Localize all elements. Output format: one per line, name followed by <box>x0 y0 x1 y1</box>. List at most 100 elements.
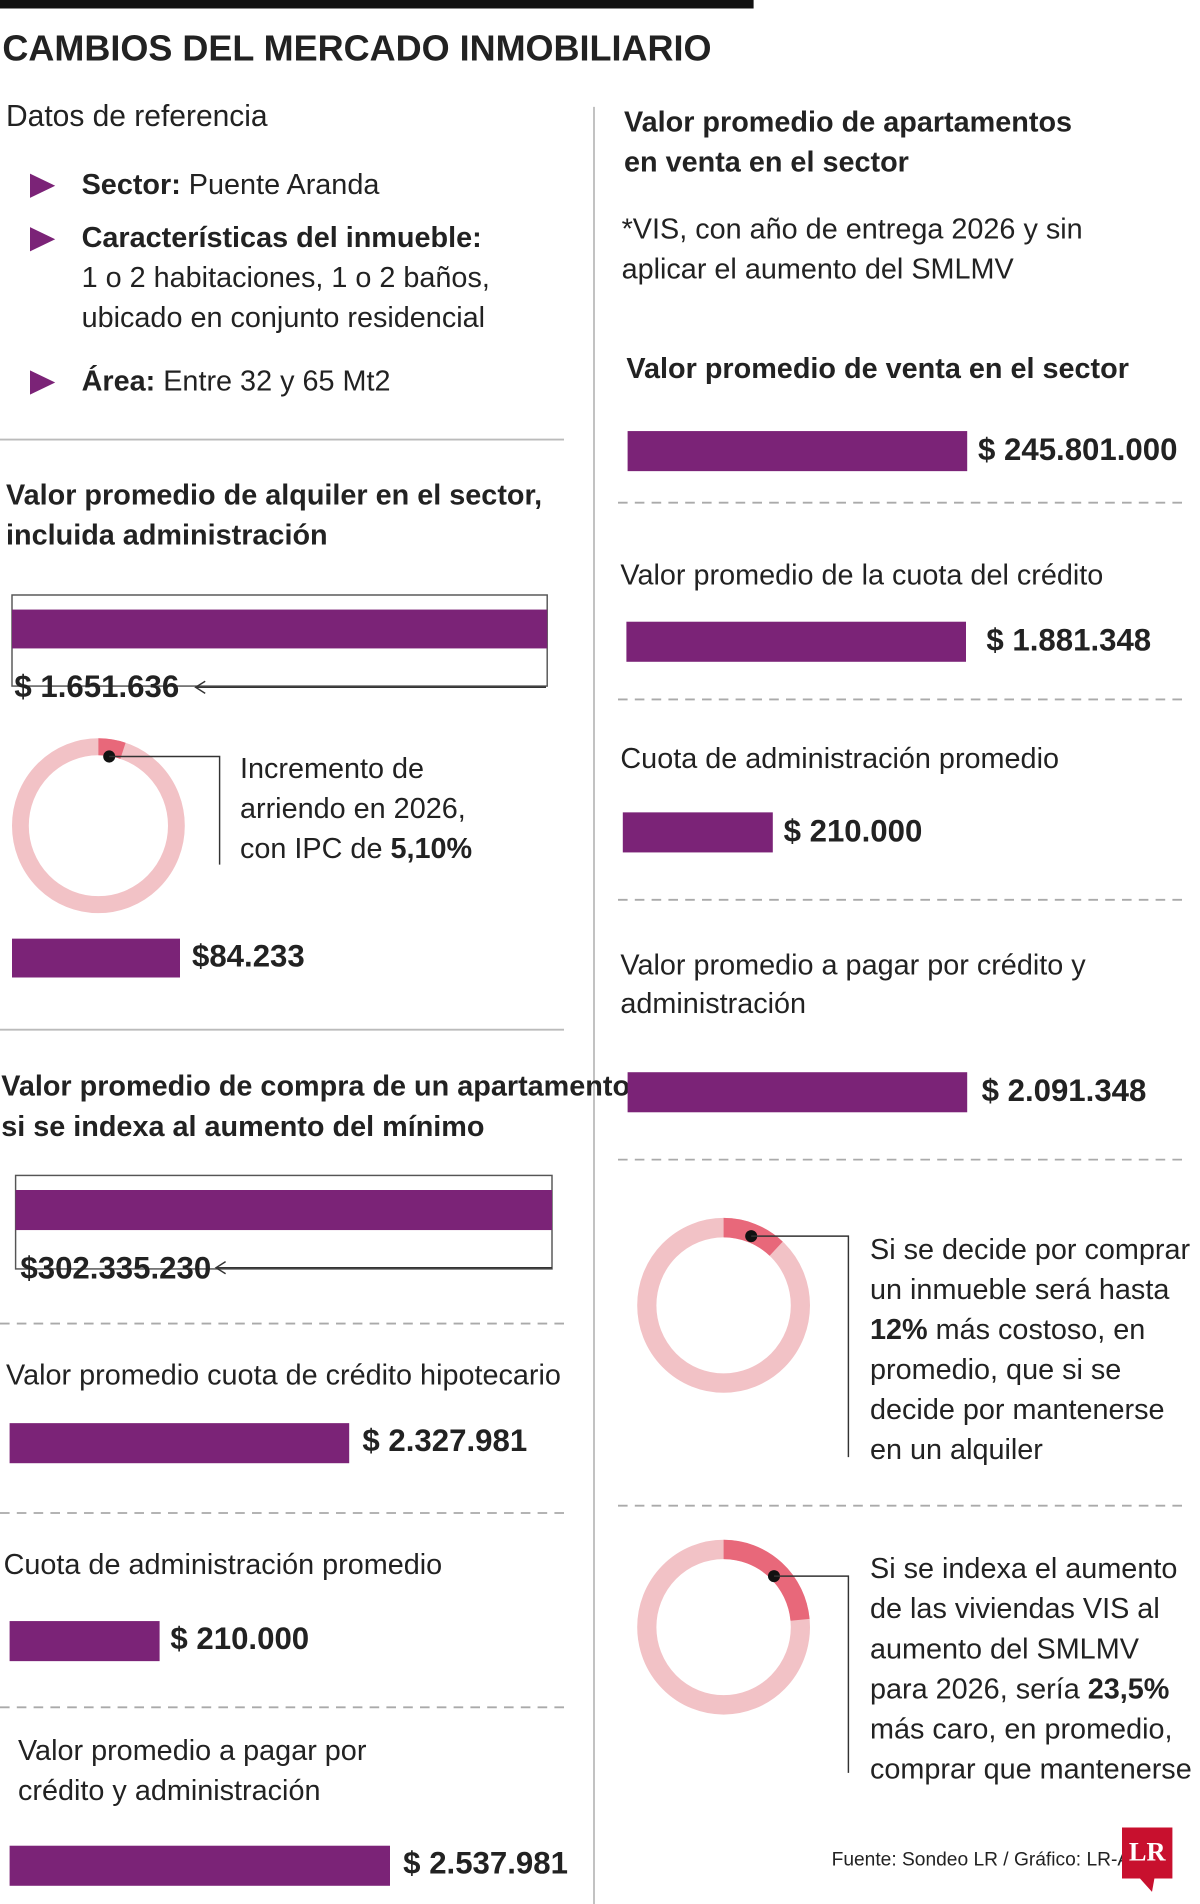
comparison-text: promedio, que si se <box>870 1353 1121 1385</box>
text: promedio, que si se <box>870 1353 1121 1385</box>
section-heading: en venta en el sector <box>624 146 909 178</box>
item-label: Cuota de administración promedio <box>4 1549 443 1581</box>
value-label: $84.233 <box>192 938 305 973</box>
item-label: Cuota de administración promedio <box>620 743 1059 775</box>
section-heading: incluida administración <box>6 519 328 551</box>
text: para 2026, sería <box>870 1673 1088 1705</box>
text: comprar que mantenerse <box>870 1753 1192 1785</box>
text: decide por mantenerse <box>870 1394 1165 1426</box>
comparison-text: 12% más costoso, en <box>870 1313 1145 1345</box>
bold-text: 5,10% <box>390 833 472 865</box>
bar <box>9 1621 160 1662</box>
item-label: Sector: <box>82 168 181 200</box>
text: aumento del SMLMV <box>870 1633 1140 1665</box>
comparison-text: más caro, en promedio, <box>870 1713 1173 1745</box>
reference-item: Características del inmueble: <box>82 222 482 254</box>
section-heading: si se indexa al aumento del mínimo <box>1 1111 484 1143</box>
note: aplicar el aumento del SMLMV <box>622 253 1015 285</box>
increase-text: arriendo en 2026, <box>240 792 466 824</box>
arrow-head <box>194 680 206 694</box>
reference-item: Sector: Puente Aranda <box>82 168 381 200</box>
value-label: $ 2.091.348 <box>982 1073 1147 1108</box>
pointer-line <box>774 1575 850 1773</box>
value-label: $ 210.000 <box>170 1621 309 1656</box>
bar <box>626 621 966 662</box>
bullet-triangle <box>30 370 56 395</box>
text: arriendo en 2026, <box>240 792 466 824</box>
text: un inmueble será hasta <box>870 1273 1170 1305</box>
comparison-text: un inmueble será hasta <box>870 1273 1170 1305</box>
section-heading: Datos de referencia <box>6 100 268 133</box>
bullet-triangle <box>30 173 56 198</box>
section-heading: Valor promedio de compra de un apartamen… <box>1 1071 630 1103</box>
text: de las viviendas VIS al <box>870 1593 1160 1625</box>
item-label: Área: <box>82 363 156 397</box>
value-label: $ 245.801.000 <box>978 432 1177 467</box>
text: en un alquiler <box>870 1434 1043 1466</box>
item-text: 1 o 2 habitaciones, 1 o 2 baños, <box>82 262 490 294</box>
item-label: crédito y administración <box>18 1775 321 1807</box>
pointer-line <box>751 1235 850 1458</box>
text: más costoso, en <box>928 1313 1146 1345</box>
bar <box>627 1072 968 1113</box>
item-label: Valor promedio de venta en el sector <box>626 353 1129 385</box>
donut-ring <box>637 1217 810 1393</box>
comparison-text: en un alquiler <box>870 1434 1043 1466</box>
item-label: Valor promedio cuota de crédito hipoteca… <box>6 1360 561 1392</box>
comparison-text: aumento del SMLMV <box>870 1633 1140 1665</box>
bar <box>12 938 180 978</box>
item-label: administración <box>620 988 806 1020</box>
source: Fuente: Sondeo LR / Gráfico: LR-AA <box>832 1849 1143 1870</box>
item-label: Valor promedio a pagar por <box>18 1735 367 1767</box>
bullet-triangle <box>30 227 56 252</box>
reference-item: Área: Entre 32 y 65 Mt2 <box>82 363 391 397</box>
text: con IPC de <box>240 833 390 865</box>
comparison-text: decide por mantenerse <box>870 1394 1165 1426</box>
text: Si se indexa el aumento <box>870 1553 1177 1585</box>
text: Incremento de <box>240 752 424 784</box>
bar <box>12 609 548 649</box>
item-label: Características del inmueble: <box>82 222 482 254</box>
bar <box>627 431 968 472</box>
item-text: Puente Aranda <box>181 168 380 200</box>
increase-text: Incremento de <box>240 752 424 784</box>
pointer-line <box>109 755 221 865</box>
section-heading: Valor promedio de apartamentos <box>624 106 1072 138</box>
text: más caro, en promedio, <box>870 1713 1173 1745</box>
section-heading: Valor promedio de alquiler en el sector, <box>6 479 542 511</box>
bar <box>9 1845 390 1886</box>
value-label: $ 2.327.981 <box>362 1423 527 1458</box>
value-label: $ 2.537.981 <box>403 1845 568 1880</box>
logo: LR <box>1129 1836 1166 1866</box>
value-label: $ 1.651.636 <box>14 669 179 704</box>
donut-ring <box>11 738 185 914</box>
item-text: ubicado en conjunto residencial <box>82 302 485 334</box>
item-label: Valor promedio a pagar por crédito y <box>620 949 1086 981</box>
logo-tail <box>1140 1878 1155 1892</box>
increase-text: con IPC de 5,10% <box>240 833 472 865</box>
comparison-text: Si se decide por comprar <box>870 1233 1190 1265</box>
comparison-text: Si se indexa el aumento <box>870 1553 1177 1585</box>
item-label: Valor promedio de la cuota del crédito <box>620 559 1103 591</box>
note: *VIS, con año de entrega 2026 y sin <box>622 213 1083 245</box>
item-text: Entre 32 y 65 Mt2 <box>155 365 390 397</box>
donut-highlight <box>723 1539 810 1622</box>
value-label: $ 1.881.348 <box>986 623 1151 658</box>
bar <box>9 1423 350 1464</box>
title: CAMBIOS DEL MERCADO INMOBILIARIO <box>2 27 711 68</box>
donut-highlight <box>98 738 126 759</box>
arrow-head <box>214 1261 226 1275</box>
bold-text: 23,5% <box>1088 1673 1170 1705</box>
value-label: $302.335.230 <box>20 1250 211 1285</box>
bold-text: 12% <box>870 1313 928 1345</box>
comparison-text: comprar que mantenerse <box>870 1753 1192 1785</box>
logo-box <box>1122 1827 1173 1879</box>
top-bar <box>0 0 754 9</box>
comparison-text: para 2026, sería 23,5% <box>870 1673 1169 1705</box>
comparison-text: de las viviendas VIS al <box>870 1593 1160 1625</box>
text: Si se decide por comprar <box>870 1233 1190 1265</box>
bar <box>622 812 773 853</box>
value-label: $ 210.000 <box>784 813 923 848</box>
